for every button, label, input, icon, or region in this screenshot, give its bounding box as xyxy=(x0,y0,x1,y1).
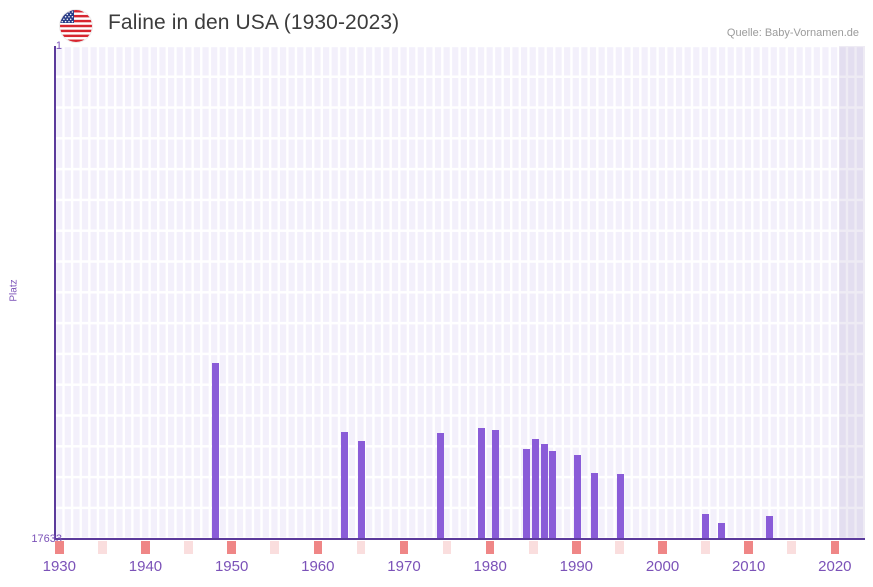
chart-header: Faline in den USA (1930-2023) Quelle: Ba… xyxy=(0,0,873,45)
x-tick-mark-1965 xyxy=(356,541,366,554)
bar-1969[interactable] xyxy=(437,433,444,539)
bar-2004[interactable] xyxy=(718,523,725,539)
bar-1959[interactable] xyxy=(358,441,365,539)
page-title: Faline in den USA (1930-2023) xyxy=(108,11,400,34)
x-tick-mark-1955 xyxy=(270,541,280,554)
bar-1986[interactable] xyxy=(574,455,581,539)
x-axis-tick-strip xyxy=(55,541,865,554)
x-tick-mark-1995 xyxy=(615,541,624,554)
x-axis-line xyxy=(54,538,865,540)
x-axis-label-2020: 2020 xyxy=(818,558,852,575)
bar-1974[interactable] xyxy=(478,428,485,539)
x-tick-mark-1970 xyxy=(399,541,409,554)
x-axis-label-2010: 2010 xyxy=(731,558,766,575)
grid-lines xyxy=(55,46,865,539)
y-axis-tick-top: 1 xyxy=(55,40,62,52)
x-tick-mark-1960 xyxy=(313,541,323,554)
x-axis-label-2000: 2000 xyxy=(645,558,680,575)
bar-1991[interactable] xyxy=(617,474,624,539)
x-axis-label-1970: 1970 xyxy=(387,558,421,575)
x-axis-label-1930: 1930 xyxy=(42,558,76,575)
bar-1984[interactable] xyxy=(549,451,556,539)
x-axis-label-1940: 1940 xyxy=(128,558,163,575)
bar-2002[interactable] xyxy=(702,514,709,539)
bar-1975[interactable] xyxy=(492,430,499,539)
x-tick-mark-2020 xyxy=(830,541,840,554)
y-axis-line xyxy=(54,46,56,539)
plot-area xyxy=(55,46,865,539)
x-axis-labels: 1930 1940 1950 1960 1970 1980 1990 2000 2010 2020 xyxy=(43,558,865,582)
x-axis-label-1990: 1990 xyxy=(559,558,594,575)
x-tick-mark-2005 xyxy=(701,541,710,554)
x-tick-mark-2000 xyxy=(658,541,667,554)
bar-2010[interactable] xyxy=(766,516,773,539)
usa-flag-icon xyxy=(60,10,92,42)
x-axis-label-1980: 1980 xyxy=(473,558,507,575)
x-tick-mark-1945 xyxy=(184,541,193,554)
x-tick-mark-1935 xyxy=(98,541,107,554)
bar-series xyxy=(55,46,865,539)
y-axis-tick-bottom: 17633 xyxy=(31,533,62,545)
bar-1981[interactable] xyxy=(523,449,530,539)
x-tick-mark-1940 xyxy=(141,541,150,554)
x-tick-mark-1975 xyxy=(442,541,452,554)
x-tick-mark-1980 xyxy=(485,541,495,554)
x-tick-mark-1985 xyxy=(528,541,538,554)
bar-1982[interactable] xyxy=(532,439,539,539)
x-tick-mark-1950 xyxy=(227,541,236,554)
x-tick-mark-2010 xyxy=(744,541,753,554)
bar-1983[interactable] xyxy=(541,444,548,539)
y-axis-title: Platz xyxy=(8,279,20,302)
bar-1942[interactable] xyxy=(212,363,219,539)
source-credit: Quelle: Baby-Vornamen.de xyxy=(726,27,859,39)
x-tick-mark-1990 xyxy=(572,541,581,554)
x-tick-mark-1930 xyxy=(55,541,64,554)
bar-1989[interactable] xyxy=(591,473,598,539)
x-axis-label-1960: 1960 xyxy=(301,558,335,575)
bar-1957[interactable] xyxy=(341,432,348,539)
x-axis-label-1950: 1950 xyxy=(214,558,249,575)
x-tick-mark-2015 xyxy=(787,541,797,554)
